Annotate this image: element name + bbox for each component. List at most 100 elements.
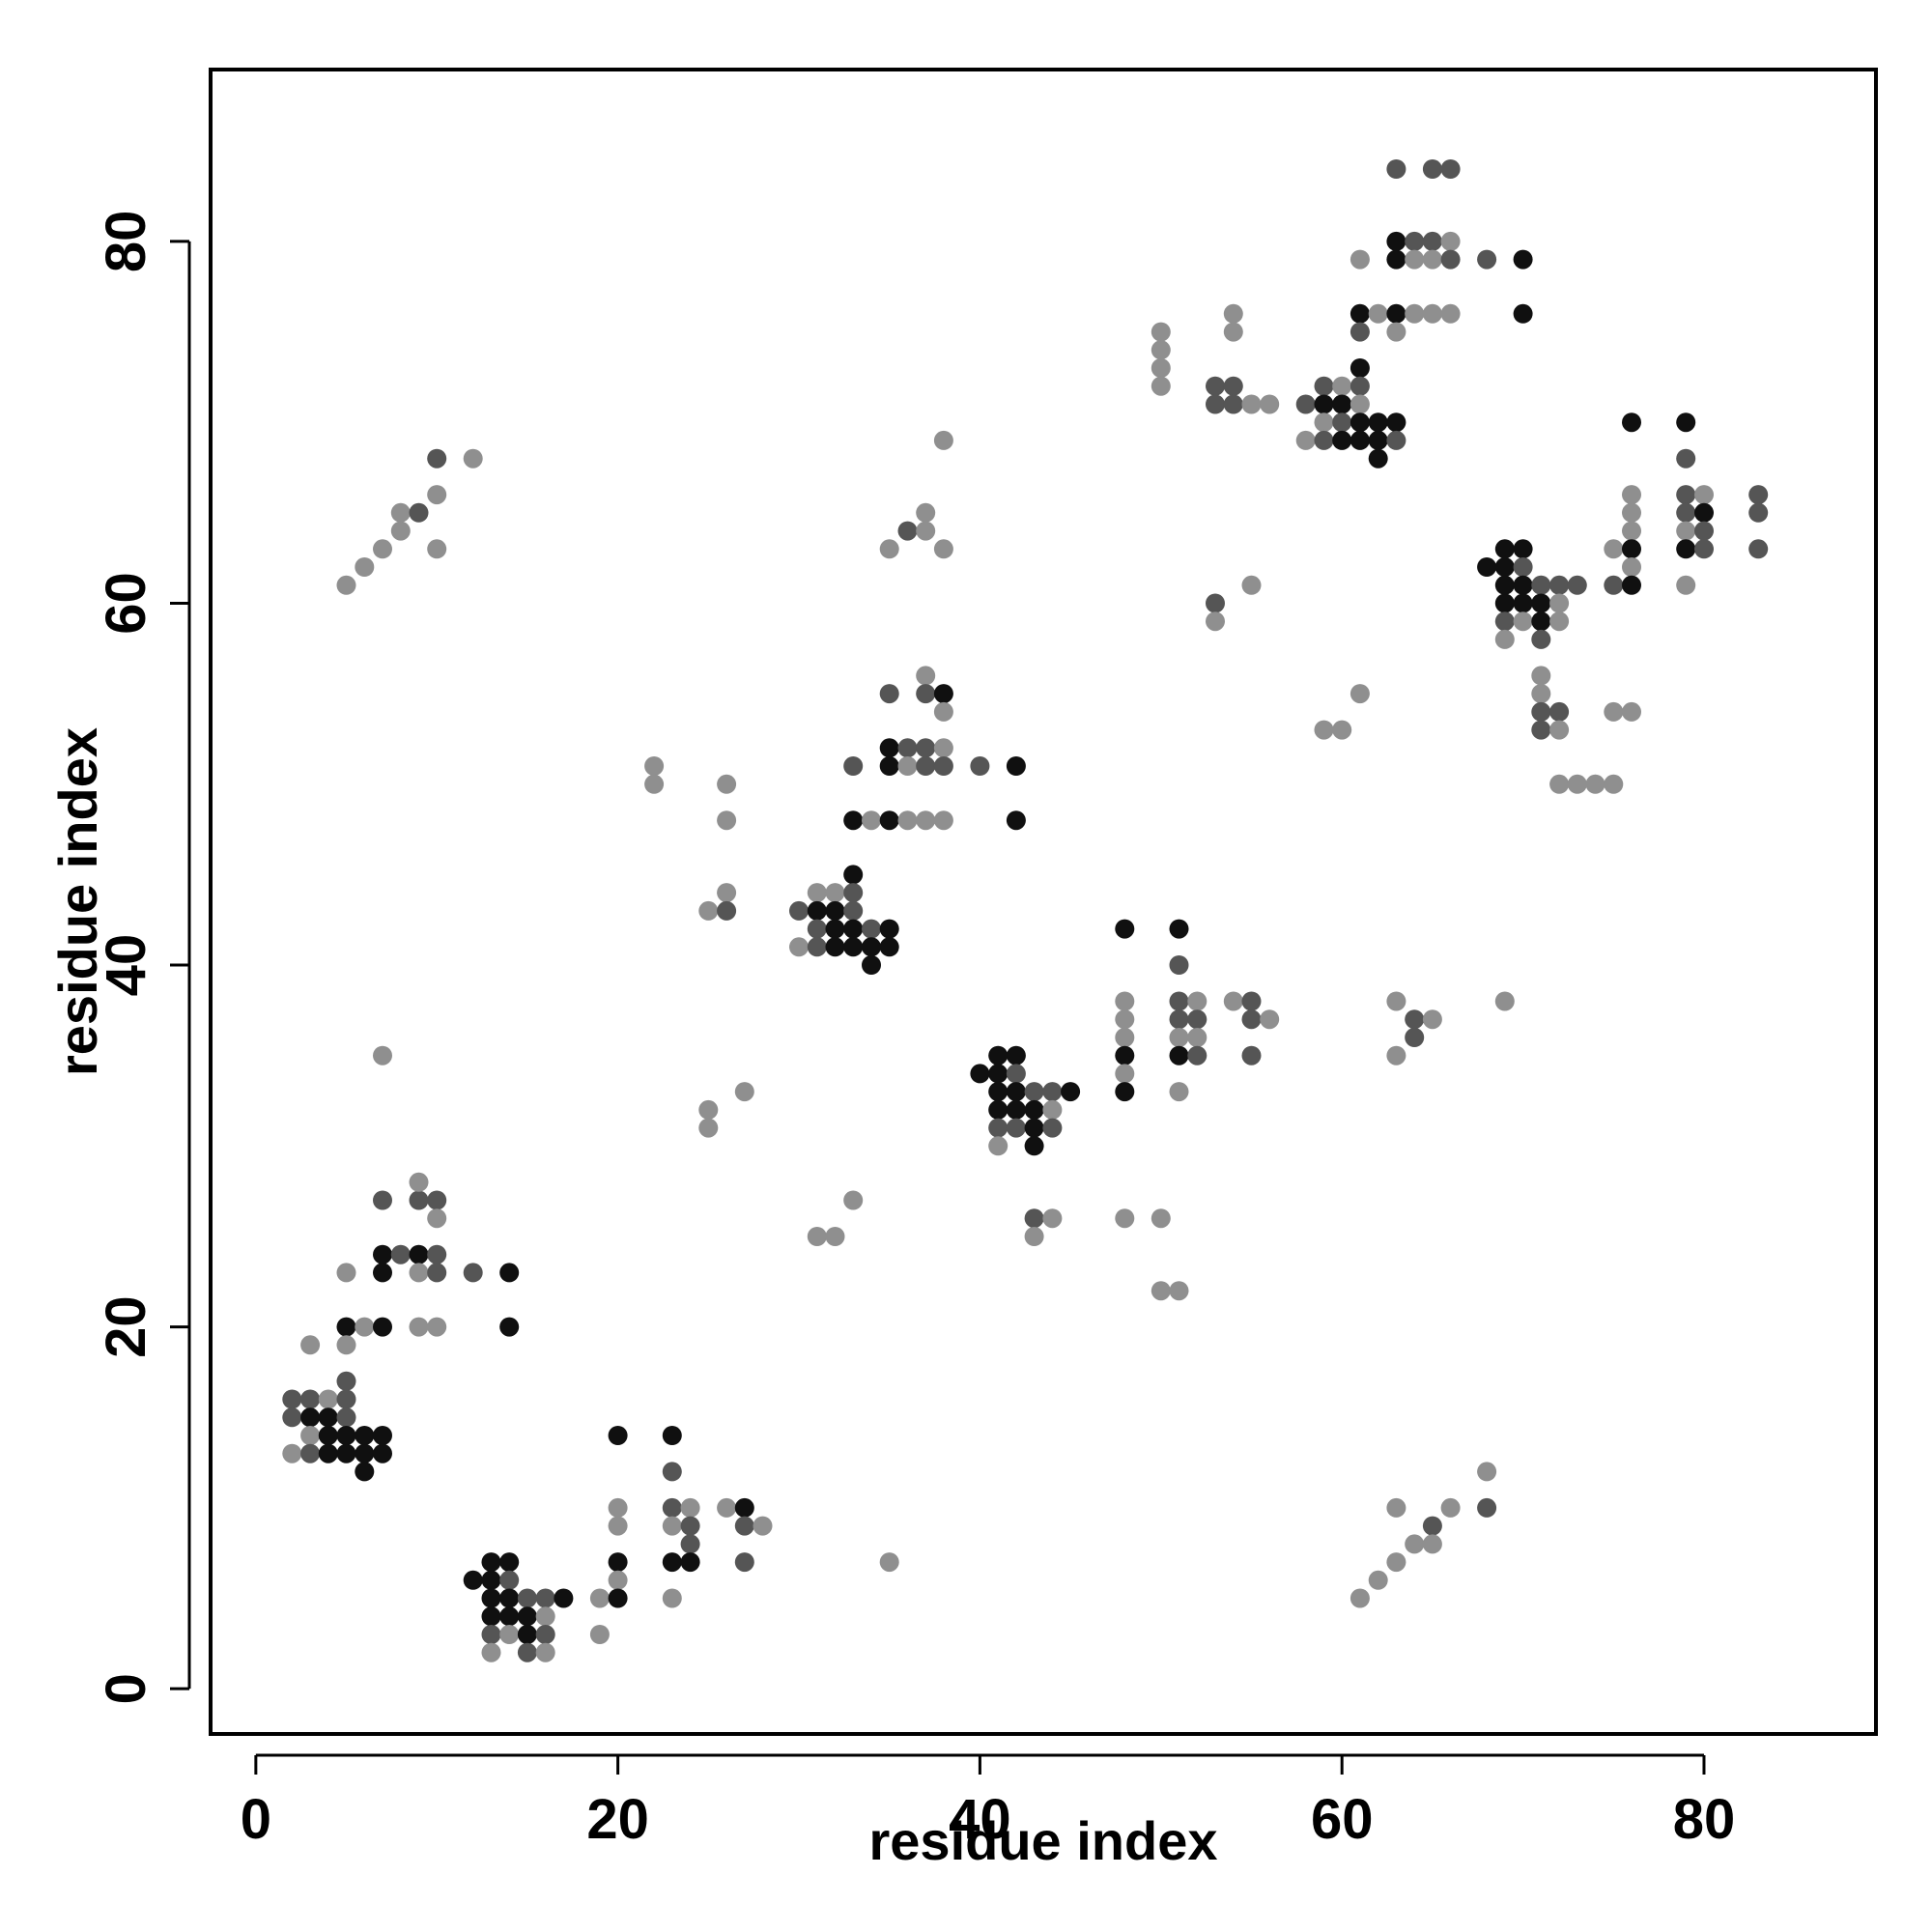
data-point [1241, 1009, 1262, 1030]
data-point [1295, 430, 1316, 450]
data-point [843, 900, 864, 921]
data-point [916, 684, 936, 704]
data-point [807, 937, 827, 957]
data-point [843, 865, 864, 885]
data-point [1386, 249, 1406, 270]
data-point [1386, 1497, 1406, 1518]
data-point [336, 1443, 356, 1463]
plot-frame [209, 68, 1878, 1736]
data-point [1604, 539, 1624, 559]
data-point [1676, 539, 1696, 559]
data-point [825, 900, 845, 921]
data-point [1513, 539, 1533, 559]
data-point [807, 1227, 827, 1246]
data-point [1241, 1045, 1262, 1065]
data-point [1531, 684, 1551, 704]
data-point [1151, 340, 1171, 360]
data-point [1531, 701, 1551, 722]
data-point [427, 1263, 447, 1283]
data-point [1169, 955, 1189, 975]
data-point [282, 1443, 302, 1463]
data-point [1748, 539, 1769, 559]
data-point [300, 1443, 321, 1463]
data-point [1676, 521, 1696, 541]
data-point [662, 1426, 682, 1445]
data-point [988, 1099, 1009, 1120]
data-point [1151, 1208, 1171, 1229]
data-point [1006, 810, 1026, 831]
data-point [1386, 412, 1406, 433]
data-point [1622, 502, 1641, 523]
data-point [1223, 991, 1243, 1011]
data-point [1187, 1009, 1208, 1030]
data-point [463, 1570, 483, 1590]
data-point [916, 756, 936, 776]
data-point [1531, 575, 1551, 595]
data-point [1115, 991, 1135, 1011]
data-point [1604, 774, 1624, 794]
data-point [1115, 1208, 1135, 1229]
data-point [717, 810, 737, 831]
data-point [1332, 720, 1352, 740]
data-point [862, 810, 881, 831]
data-point [1549, 593, 1570, 613]
data-point [373, 1190, 392, 1210]
data-point [1061, 1082, 1081, 1102]
data-point [1206, 394, 1225, 414]
data-point [1494, 539, 1515, 559]
data-point [1223, 376, 1243, 396]
data-point [1223, 322, 1243, 342]
data-point [1567, 575, 1587, 595]
data-point [373, 1244, 392, 1264]
data-point [409, 502, 429, 523]
data-point [1115, 1009, 1135, 1030]
data-point [1694, 485, 1714, 505]
data-point [481, 1606, 501, 1627]
data-point [897, 521, 918, 541]
data-point [390, 502, 411, 523]
data-point [1477, 557, 1497, 577]
data-point [1622, 521, 1641, 541]
data-point [1151, 376, 1171, 396]
data-point [843, 756, 864, 776]
data-point [1314, 376, 1334, 396]
data-point [336, 1263, 356, 1283]
data-point [1549, 701, 1570, 722]
data-point [535, 1625, 555, 1644]
data-point [1241, 991, 1262, 1011]
data-point [481, 1625, 501, 1644]
data-point [1024, 1082, 1044, 1102]
data-point [1513, 593, 1533, 613]
data-point [608, 1426, 628, 1445]
data-point [608, 1588, 628, 1608]
data-point [481, 1642, 501, 1662]
data-point [427, 1317, 447, 1337]
data-point [862, 937, 881, 957]
data-point [608, 1570, 628, 1590]
data-point [698, 1118, 719, 1138]
data-point [1042, 1118, 1063, 1138]
data-point [825, 937, 845, 957]
data-point [680, 1516, 700, 1536]
data-point [789, 937, 809, 957]
data-point [499, 1317, 520, 1337]
data-point [644, 774, 665, 794]
data-point [1368, 303, 1388, 324]
data-point [680, 1552, 700, 1573]
data-point [916, 502, 936, 523]
data-point [1676, 448, 1696, 469]
data-point [1531, 629, 1551, 649]
data-point [373, 1426, 392, 1445]
data-point [1440, 303, 1461, 324]
data-point [1386, 1045, 1406, 1065]
data-point [355, 1317, 375, 1337]
data-point [336, 575, 356, 595]
data-point [1260, 394, 1280, 414]
data-point [1494, 593, 1515, 613]
data-point [807, 883, 827, 903]
y-tick-label: 60 [95, 572, 157, 635]
data-point [373, 1045, 392, 1065]
data-point [336, 1389, 356, 1409]
data-point [409, 1317, 429, 1337]
